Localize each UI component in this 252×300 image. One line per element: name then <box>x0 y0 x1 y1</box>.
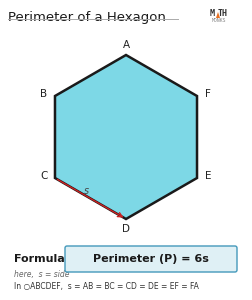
Text: here,  s = side: here, s = side <box>14 271 70 280</box>
Text: C: C <box>40 171 48 181</box>
Text: Perimeter of a Hexagon: Perimeter of a Hexagon <box>8 11 166 24</box>
Text: E: E <box>205 171 211 181</box>
Text: In ○ABCDEF,  s = AB = BC = CD = DE = EF = FA: In ○ABCDEF, s = AB = BC = CD = DE = EF =… <box>14 283 199 292</box>
Text: Perimeter (P) = 6s: Perimeter (P) = 6s <box>93 254 209 264</box>
Text: B: B <box>40 89 48 99</box>
Text: s: s <box>84 187 89 196</box>
Text: D: D <box>122 224 130 234</box>
Text: Formula:: Formula: <box>14 254 69 264</box>
Polygon shape <box>55 55 197 219</box>
Text: TH: TH <box>218 9 228 18</box>
Polygon shape <box>216 12 220 18</box>
FancyBboxPatch shape <box>65 246 237 272</box>
Text: M: M <box>210 9 215 18</box>
Text: F: F <box>205 89 211 99</box>
Text: MONKS: MONKS <box>212 18 226 23</box>
Text: A: A <box>122 40 130 50</box>
